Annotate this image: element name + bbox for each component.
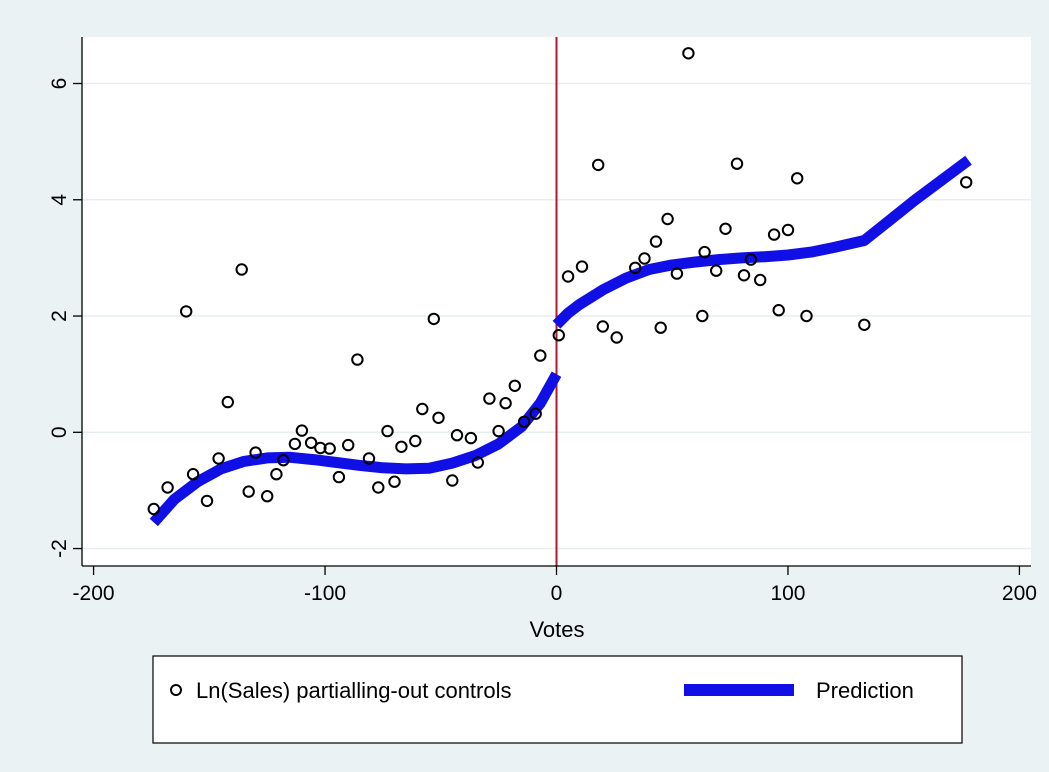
x-tick-label: -200: [73, 582, 115, 605]
scatter-point: [499, 397, 512, 410]
scatter-point: [744, 253, 758, 266]
legend-label-scatter: Ln(Sales) partialling-out controls: [196, 678, 512, 703]
y-tick-label: 4: [48, 194, 71, 206]
scatter-point: [772, 304, 785, 317]
legend-marker-prediction: [684, 684, 794, 696]
scatter-point: [332, 470, 346, 484]
prediction-line-layer: [149, 155, 972, 527]
scatter-point: [464, 431, 478, 445]
legend-box: [152, 655, 963, 744]
scatter-point: [492, 424, 505, 438]
x-tick-label: 0: [551, 582, 563, 605]
scatter-point: [629, 261, 642, 274]
scatter-point: [471, 456, 484, 469]
y-tick-label: -2: [48, 539, 71, 558]
scatter-point: [372, 481, 385, 494]
scatter-layer: [147, 47, 973, 516]
scatter-point: [561, 270, 575, 283]
scatter-point: [698, 245, 711, 259]
scatter-point: [638, 252, 651, 265]
scatter-point: [221, 395, 235, 409]
scatter-point: [670, 267, 684, 280]
legend-label-prediction: Prediction: [816, 678, 914, 703]
scatter-point: [552, 329, 565, 342]
scatter-point: [342, 438, 355, 452]
scatter-point: [791, 172, 804, 185]
scatter-point: [781, 223, 795, 237]
scatter-point: [754, 273, 767, 287]
scatter-point: [277, 454, 290, 467]
scatter-point: [730, 157, 744, 170]
x-tick-label: -100: [304, 582, 346, 605]
scatter-point: [450, 429, 464, 442]
scatter-point: [534, 349, 547, 362]
scatter-point: [710, 264, 723, 277]
scatter-point: [270, 468, 283, 481]
scatter-point: [351, 353, 364, 366]
scatter-point: [508, 379, 521, 392]
scatter-point: [323, 442, 336, 455]
legend: Ln(Sales) partialling-out controls Predi…: [152, 655, 963, 744]
scatter-point: [161, 481, 174, 494]
scatter-point: [427, 312, 440, 326]
x-tick-label: 200: [1002, 582, 1037, 605]
scatter-point: [737, 269, 751, 282]
scatter-point: [446, 474, 459, 487]
scatter-point: [261, 490, 274, 503]
prediction-line-segment: [552, 155, 972, 329]
scatter-point: [960, 176, 973, 189]
scatter-point: [288, 437, 302, 451]
scatter-point: [483, 392, 496, 405]
scatter-point: [304, 436, 318, 449]
x-tick-label: 100: [770, 582, 805, 605]
scatter-point: [575, 260, 589, 273]
scatter-point: [200, 494, 214, 508]
scatter-point: [416, 402, 429, 416]
scatter-point: [596, 320, 609, 333]
scatter-point: [592, 158, 605, 172]
scatter-point: [529, 407, 542, 420]
y-tick-label: 0: [48, 426, 71, 438]
prediction-line-segment: [149, 371, 562, 527]
scatter-point: [395, 440, 408, 453]
scatter-point: [610, 331, 623, 344]
tick-layer: -2 0 2 4 6 -200 -100 0 100 200: [48, 78, 1037, 605]
scatter-point: [242, 485, 255, 498]
scatter-point: [649, 235, 663, 248]
scatter-point: [180, 305, 193, 318]
scatter-point: [696, 309, 709, 323]
scatter-point: [388, 475, 401, 488]
scatter-point: [517, 415, 531, 428]
scatter-point: [409, 434, 422, 448]
scatter-point: [147, 502, 161, 516]
scatter-point: [858, 318, 871, 331]
scatter-point: [212, 452, 225, 465]
scatter-point: [800, 309, 813, 323]
y-tick-label: 2: [48, 310, 71, 322]
scatter-point: [719, 222, 732, 236]
scatter-point: [654, 321, 667, 334]
scatter-point: [249, 446, 262, 459]
scatter-point: [767, 228, 781, 241]
scatter-point: [235, 263, 248, 276]
scatter-point: [661, 212, 674, 226]
scatter-point: [432, 411, 445, 424]
scatter-point: [362, 452, 376, 465]
scatter-point: [314, 441, 327, 455]
scatter-point: [682, 47, 695, 60]
scatter-point: [295, 424, 309, 437]
y-tick-label: 6: [48, 78, 71, 90]
legend-marker-scatter: [170, 684, 182, 696]
scatter-point: [186, 468, 200, 481]
scatter-point: [381, 424, 394, 438]
x-axis-title: Votes: [529, 617, 584, 642]
